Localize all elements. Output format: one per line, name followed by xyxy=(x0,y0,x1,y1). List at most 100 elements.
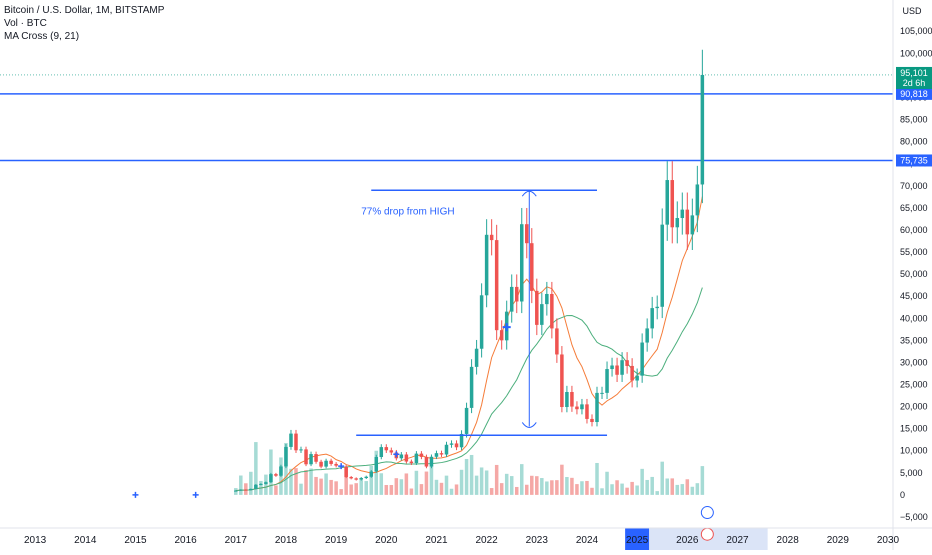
event-marker xyxy=(192,491,199,498)
candle-body xyxy=(565,392,569,408)
volume-bar xyxy=(414,470,419,495)
x-year-label: 2024 xyxy=(576,535,599,546)
x-year-label: 2023 xyxy=(526,535,549,546)
x-year-label: 2014 xyxy=(74,535,97,546)
candle-body xyxy=(439,453,444,455)
candle-body xyxy=(509,286,514,312)
volume-bar xyxy=(459,469,464,495)
hline-price-label: 75,735 xyxy=(900,155,928,165)
volume-bar xyxy=(645,479,649,495)
candle-body xyxy=(665,180,669,225)
x-year-label: 2025 xyxy=(626,535,649,546)
y-tick-label: 70,000 xyxy=(900,181,928,191)
candle-body xyxy=(655,306,659,309)
candle-body xyxy=(514,286,519,302)
candle-body xyxy=(359,478,363,480)
candle-body xyxy=(279,466,283,476)
volume-legend[interactable]: Vol · BTC xyxy=(4,18,47,29)
candle-body xyxy=(389,450,394,453)
hline-price-tag xyxy=(896,154,932,167)
x-year-label: 2028 xyxy=(777,535,800,546)
currency-label[interactable]: USD xyxy=(902,6,922,16)
hline-price-label: 90,818 xyxy=(900,89,928,99)
candle-body xyxy=(685,209,690,235)
candle-body xyxy=(234,490,238,492)
drop-arrow-tail xyxy=(521,422,537,428)
symbol-title[interactable]: Bitcoin / U.S. Dollar, 1M, BITSTAMP xyxy=(4,5,165,16)
candle-body xyxy=(319,461,323,467)
volume-bar xyxy=(560,464,564,495)
y-tick-label: 0 xyxy=(900,490,905,500)
y-tick-label: 85,000 xyxy=(900,115,928,125)
volume-bar xyxy=(680,484,685,495)
candle-body xyxy=(570,392,574,407)
volume-bar xyxy=(389,485,394,495)
candle-body xyxy=(309,454,313,465)
volume-bar xyxy=(404,473,409,495)
volume-bar xyxy=(394,478,399,495)
volume-bar xyxy=(299,483,303,495)
volume-bar xyxy=(570,477,574,495)
candle-body xyxy=(254,484,258,489)
volume-bar xyxy=(615,480,619,495)
candle-body xyxy=(620,360,624,375)
volume-bar xyxy=(690,486,695,495)
candle-body xyxy=(244,489,248,491)
volume-bar xyxy=(284,442,288,495)
volume-bar xyxy=(304,469,308,495)
volume-bar xyxy=(309,468,313,495)
volume-bar xyxy=(399,479,404,495)
candle-body xyxy=(670,180,675,228)
candle-body xyxy=(374,456,379,472)
volume-bar xyxy=(354,483,358,495)
x-year-label: 2029 xyxy=(827,535,850,546)
candle-body xyxy=(364,476,368,479)
candle-body xyxy=(610,365,614,370)
ma-slow-line xyxy=(235,287,703,492)
x-year-label: 2020 xyxy=(375,535,398,546)
x-year-label: 2018 xyxy=(275,535,298,546)
volume-bar xyxy=(650,476,654,495)
candle-body xyxy=(479,295,484,349)
candle-body xyxy=(409,461,414,464)
candle-body xyxy=(459,433,464,448)
candle-body xyxy=(494,240,499,331)
candle-body xyxy=(239,489,243,491)
volume-bar xyxy=(595,462,599,495)
indicator-legend[interactable]: MA Cross (9, 21) xyxy=(4,31,80,42)
volume-bar xyxy=(294,468,298,495)
candle-body xyxy=(535,290,539,325)
volume-bar xyxy=(254,442,258,495)
volume-bar xyxy=(590,487,594,495)
volume-bar xyxy=(269,449,273,495)
candle-body xyxy=(580,404,584,410)
hline-price-tag xyxy=(896,87,932,100)
volume-bar xyxy=(474,475,479,495)
event-marker xyxy=(132,491,139,498)
candle-body xyxy=(329,460,333,464)
volume-bar xyxy=(244,483,248,495)
volume-bar xyxy=(369,465,374,495)
candle-body xyxy=(344,466,348,478)
volume-bar xyxy=(409,488,414,495)
upcoming-event-icon xyxy=(700,506,714,520)
volume-bar xyxy=(449,488,454,495)
crosshair-marker xyxy=(502,323,511,332)
y-tick-label: −5,000 xyxy=(900,512,928,522)
current-price-value: 95,101 xyxy=(900,68,928,78)
volume-bar xyxy=(545,481,549,495)
candle-body xyxy=(274,474,278,476)
highlight-year-badge xyxy=(625,528,650,550)
volume-bar xyxy=(334,481,338,495)
candles xyxy=(234,49,705,492)
candle-body xyxy=(464,407,469,434)
x-year-label: 2017 xyxy=(225,535,248,546)
x-year-label: 2027 xyxy=(726,535,749,546)
candle-body xyxy=(299,449,303,451)
candle-body xyxy=(660,224,664,307)
y-tick-label: 5,000 xyxy=(900,468,923,478)
volume-bar xyxy=(630,481,634,495)
volume-bar xyxy=(675,484,680,495)
